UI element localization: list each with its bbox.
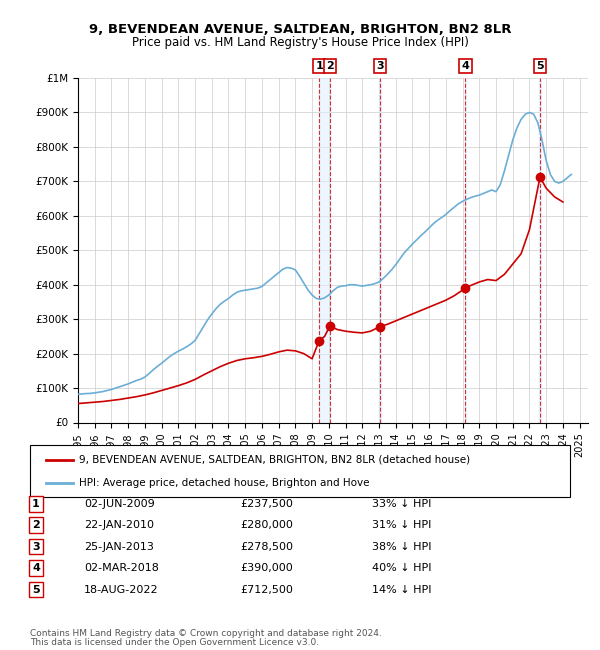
Text: Contains HM Land Registry data © Crown copyright and database right 2024.: Contains HM Land Registry data © Crown c… — [30, 629, 382, 638]
Text: 9, BEVENDEAN AVENUE, SALTDEAN, BRIGHTON, BN2 8LR (detached house): 9, BEVENDEAN AVENUE, SALTDEAN, BRIGHTON,… — [79, 455, 470, 465]
Text: This data is licensed under the Open Government Licence v3.0.: This data is licensed under the Open Gov… — [30, 638, 319, 647]
Text: 40% ↓ HPI: 40% ↓ HPI — [372, 563, 431, 573]
Text: £237,500: £237,500 — [240, 499, 293, 509]
Text: 14% ↓ HPI: 14% ↓ HPI — [372, 584, 431, 595]
Text: 02-MAR-2018: 02-MAR-2018 — [84, 563, 159, 573]
Text: 9, BEVENDEAN AVENUE, SALTDEAN, BRIGHTON, BN2 8LR: 9, BEVENDEAN AVENUE, SALTDEAN, BRIGHTON,… — [89, 23, 511, 36]
Text: 02-JUN-2009: 02-JUN-2009 — [84, 499, 155, 509]
Text: 4: 4 — [32, 563, 40, 573]
Bar — [319, 78, 330, 422]
Text: 4: 4 — [461, 61, 469, 71]
Text: 1: 1 — [315, 61, 323, 71]
FancyBboxPatch shape — [30, 445, 570, 497]
Text: £390,000: £390,000 — [240, 563, 293, 573]
Text: 3: 3 — [32, 541, 40, 552]
Text: £712,500: £712,500 — [240, 584, 293, 595]
Text: 1: 1 — [32, 499, 40, 509]
Text: 5: 5 — [32, 584, 40, 595]
Bar — [379, 78, 381, 422]
Text: 5: 5 — [536, 61, 544, 71]
Text: 33% ↓ HPI: 33% ↓ HPI — [372, 499, 431, 509]
Text: 2: 2 — [326, 61, 334, 71]
Text: 38% ↓ HPI: 38% ↓ HPI — [372, 541, 431, 552]
Bar — [464, 78, 466, 422]
Text: Price paid vs. HM Land Registry's House Price Index (HPI): Price paid vs. HM Land Registry's House … — [131, 36, 469, 49]
Bar — [539, 78, 541, 422]
Text: £280,000: £280,000 — [240, 520, 293, 530]
Text: 25-JAN-2013: 25-JAN-2013 — [84, 541, 154, 552]
Text: 22-JAN-2010: 22-JAN-2010 — [84, 520, 154, 530]
Text: 18-AUG-2022: 18-AUG-2022 — [84, 584, 158, 595]
Text: 3: 3 — [376, 61, 384, 71]
Text: £278,500: £278,500 — [240, 541, 293, 552]
Text: 31% ↓ HPI: 31% ↓ HPI — [372, 520, 431, 530]
Text: HPI: Average price, detached house, Brighton and Hove: HPI: Average price, detached house, Brig… — [79, 478, 369, 488]
Text: 2: 2 — [32, 520, 40, 530]
